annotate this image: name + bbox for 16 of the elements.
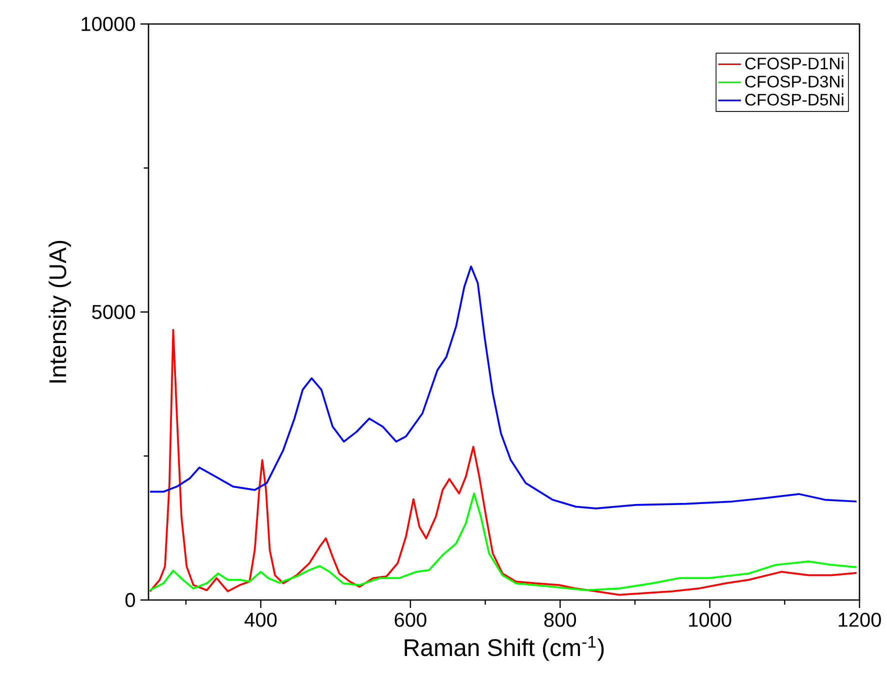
x-tick-label: 1000: [689, 612, 732, 627]
x-tick-label: 1200: [838, 612, 881, 627]
x-tick-label: 600: [394, 612, 426, 627]
legend-label: CFOSP-D5Ni: [745, 93, 844, 106]
y-tick-label: 10000: [82, 16, 135, 32]
line-series: [149, 328, 858, 596]
legend-label: CFOSP-D1Ni: [745, 57, 844, 70]
y-tick-label: 5000: [92, 304, 135, 320]
legend-label: CFOSP-D3Ni: [745, 75, 844, 88]
line-series: [149, 492, 858, 592]
y-axis-title: Intensity (UA): [48, 240, 72, 382]
x-tick-label: 800: [544, 612, 576, 627]
line-series: [149, 266, 858, 510]
x-tick-label: 400: [244, 612, 277, 627]
x-axis-title: Raman Shift (cm$^{-1}$): [404, 636, 604, 661]
y-tick-label: 0: [125, 592, 135, 608]
